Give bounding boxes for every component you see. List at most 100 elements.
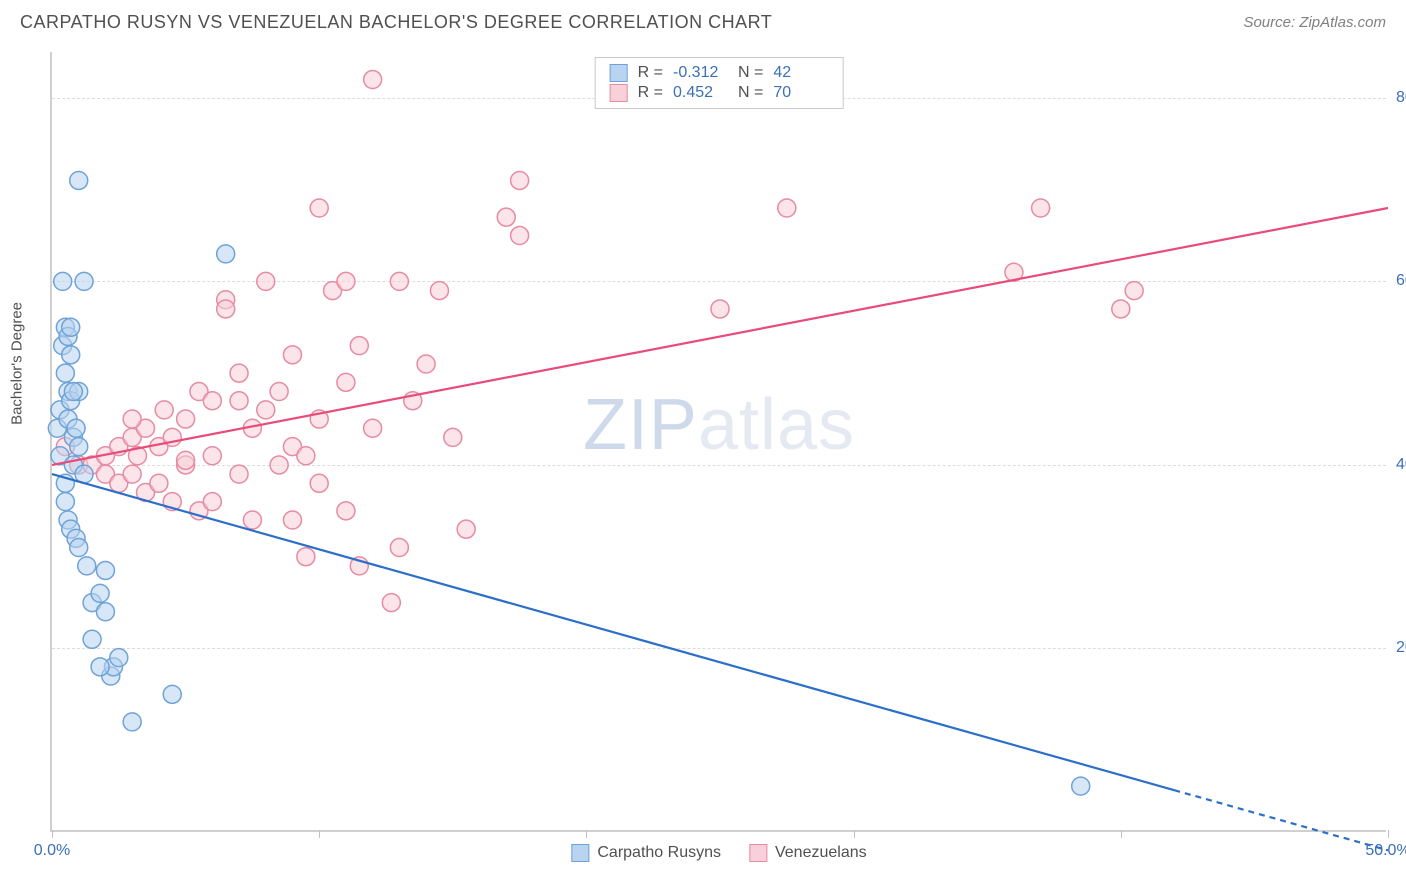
scatter-point-series2 [203, 447, 221, 465]
chart-title: CARPATHO RUSYN VS VENEZUELAN BACHELOR'S … [20, 12, 772, 33]
y-tick-label: 40.0% [1396, 456, 1406, 474]
scatter-point-series2 [337, 373, 355, 391]
y-tick-label: 80.0% [1396, 89, 1406, 107]
scatter-point-series2 [511, 171, 529, 189]
scatter-point-series1 [110, 649, 128, 667]
scatter-point-series2 [337, 502, 355, 520]
legend-item-series2: Venezuelans [749, 844, 867, 862]
scatter-point-series2 [310, 199, 328, 217]
scatter-point-series2 [350, 337, 368, 355]
scatter-point-series2 [155, 401, 173, 419]
y-tick-label: 20.0% [1396, 639, 1406, 657]
stat-label-r: R = [638, 64, 663, 82]
scatter-point-series1 [62, 318, 80, 336]
scatter-point-series2 [283, 346, 301, 364]
stat-label-n: N = [738, 84, 763, 102]
x-tick-label: 0.0% [34, 842, 70, 860]
scatter-point-series1 [217, 245, 235, 263]
scatter-point-series2 [230, 465, 248, 483]
scatter-point-series1 [70, 171, 88, 189]
source-attribution: Source: ZipAtlas.com [1243, 14, 1386, 31]
scatter-point-series2 [177, 410, 195, 428]
scatter-point-series1 [91, 584, 109, 602]
x-tick [586, 830, 587, 838]
series-legend: Carpatho Rusyns Venezuelans [571, 844, 866, 862]
x-tick-label: 50.0% [1365, 842, 1406, 860]
trend-line-series1-dashed [1174, 790, 1388, 850]
scatter-point-series2 [217, 300, 235, 318]
scatter-point-series1 [91, 658, 109, 676]
scatter-point-series1 [1072, 777, 1090, 795]
scatter-point-series2 [270, 456, 288, 474]
stats-row-series1: R = -0.312 N = 42 [610, 64, 829, 82]
scatter-point-series1 [56, 364, 74, 382]
scatter-point-series1 [96, 603, 114, 621]
scatter-point-series2 [310, 474, 328, 492]
scatter-point-series2 [511, 227, 529, 245]
scatter-point-series2 [390, 272, 408, 290]
stats-row-series2: R = 0.452 N = 70 [610, 84, 829, 102]
trend-line-series1 [52, 474, 1174, 790]
scatter-point-series2 [1032, 199, 1050, 217]
scatter-point-series2 [778, 199, 796, 217]
swatch-pink [610, 84, 628, 102]
stat-r-series1: -0.312 [673, 64, 728, 82]
scatter-point-series2 [230, 392, 248, 410]
legend-label-series2: Venezuelans [775, 844, 867, 862]
swatch-blue [571, 844, 589, 862]
correlation-stats-legend: R = -0.312 N = 42 R = 0.452 N = 70 [595, 57, 844, 109]
stat-r-series2: 0.452 [673, 84, 728, 102]
x-tick [52, 830, 53, 838]
scatter-point-series2 [417, 355, 435, 373]
swatch-blue [610, 64, 628, 82]
scatter-point-series2 [337, 272, 355, 290]
scatter-point-series1 [83, 630, 101, 648]
scatter-point-series1 [78, 557, 96, 575]
scatter-point-series2 [444, 428, 462, 446]
scatter-point-series1 [75, 272, 93, 290]
scatter-point-series2 [390, 539, 408, 557]
chart-plot-area: ZIPatlas Bachelor's Degree 20.0%40.0%60.… [50, 52, 1386, 832]
scatter-point-series2 [230, 364, 248, 382]
legend-label-series1: Carpatho Rusyns [597, 844, 721, 862]
scatter-point-series2 [150, 474, 168, 492]
stat-n-series1: 42 [773, 64, 828, 82]
scatter-point-series2 [430, 282, 448, 300]
scatter-point-series1 [70, 438, 88, 456]
x-tick [1121, 830, 1122, 838]
scatter-point-series1 [96, 561, 114, 579]
scatter-point-series1 [54, 272, 72, 290]
swatch-pink [749, 844, 767, 862]
scatter-point-series2 [123, 465, 141, 483]
stat-n-series2: 70 [773, 84, 828, 102]
scatter-point-series1 [70, 539, 88, 557]
scatter-point-series1 [123, 713, 141, 731]
scatter-plot-svg [52, 52, 1386, 830]
scatter-point-series2 [382, 594, 400, 612]
scatter-point-series2 [497, 208, 515, 226]
scatter-point-series2 [270, 383, 288, 401]
scatter-point-series2 [297, 548, 315, 566]
x-tick [319, 830, 320, 838]
scatter-point-series2 [297, 447, 315, 465]
scatter-point-series1 [62, 346, 80, 364]
trend-line-series2 [52, 208, 1388, 465]
x-tick [854, 830, 855, 838]
scatter-point-series1 [56, 493, 74, 511]
scatter-point-series2 [364, 419, 382, 437]
y-tick-label: 60.0% [1396, 272, 1406, 290]
scatter-point-series2 [711, 300, 729, 318]
scatter-point-series2 [1112, 300, 1130, 318]
scatter-point-series2 [257, 401, 275, 419]
scatter-point-series2 [203, 392, 221, 410]
x-tick [1388, 830, 1389, 838]
scatter-point-series1 [64, 383, 82, 401]
legend-item-series1: Carpatho Rusyns [571, 844, 721, 862]
scatter-point-series2 [364, 71, 382, 89]
y-axis-label: Bachelor's Degree [9, 302, 26, 425]
scatter-point-series2 [257, 272, 275, 290]
scatter-point-series2 [203, 493, 221, 511]
stat-label-r: R = [638, 84, 663, 102]
scatter-point-series2 [283, 511, 301, 529]
scatter-point-series2 [243, 511, 261, 529]
